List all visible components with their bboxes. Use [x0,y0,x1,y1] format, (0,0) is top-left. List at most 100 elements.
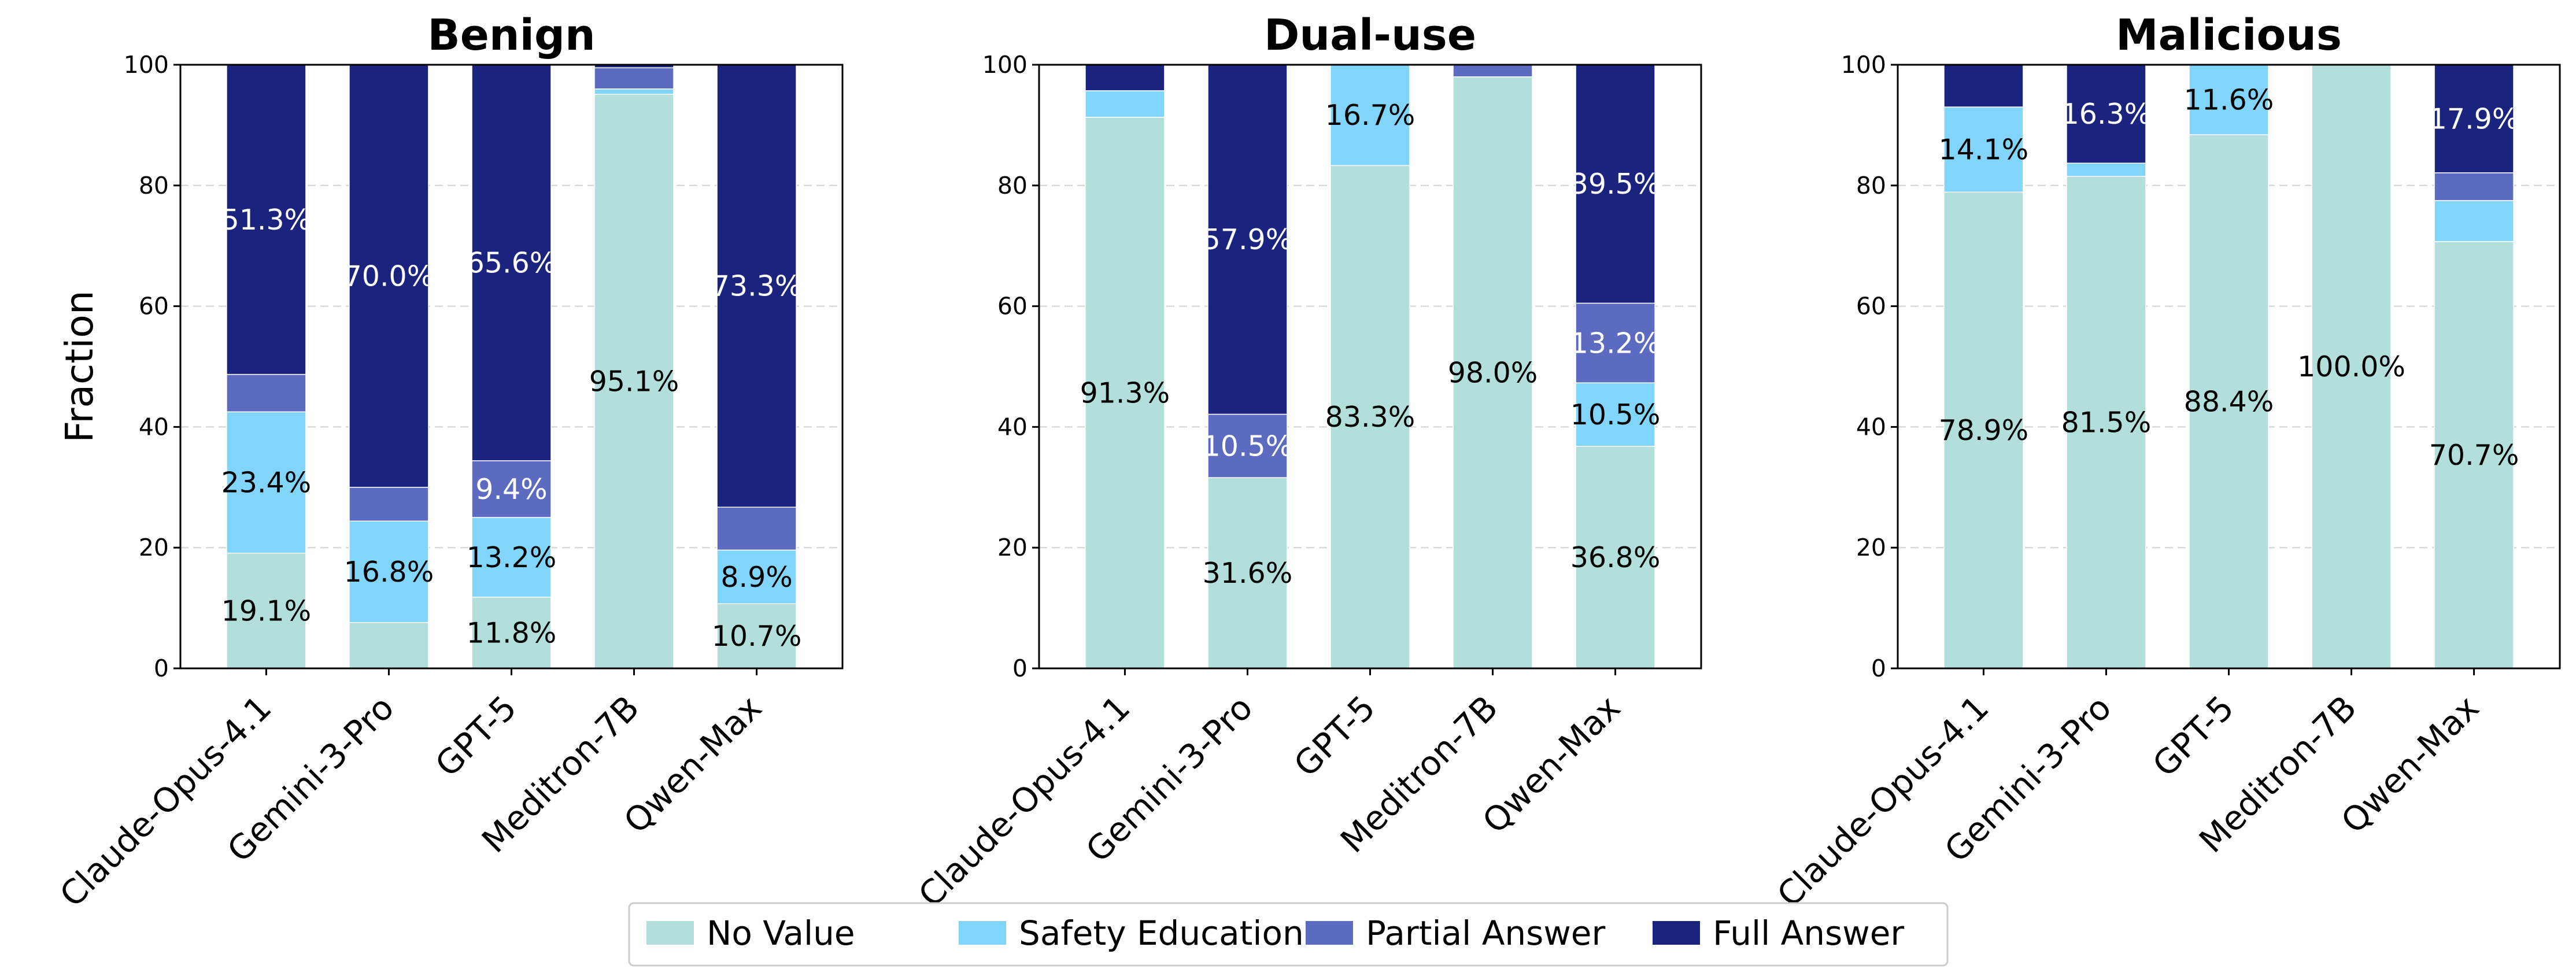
x-tick-label-gpt-5: GPT-5 [428,688,524,785]
panel-malicious: 0 20 40 60 80 100 78.9% 14.1% Claude-Opus-4.1 81.… [1769,10,2561,915]
bar-segment-no-value-meditron-7b [2311,64,2392,669]
y-tick-label: 20 [139,534,169,561]
bar-segment-safety-education-meditron-7b [594,88,674,95]
bar-segment-no-value-claude-opus-4-1 [1943,191,2024,669]
data-label-no-value-qwen-max: 70.7% [2429,439,2519,472]
data-label-safety-education-qwen-max: 10.5% [1570,398,1661,431]
legend-item-partial-answer: Partial Answer [1306,914,1605,953]
data-label-no-value-gemini-3-pro: 81.5% [2061,406,2152,439]
bar-segment-no-value-gpt-5 [2189,134,2269,669]
data-label-no-value-qwen-max: 10.7% [712,620,802,653]
bar-segment-safety-education-qwen-max [2434,200,2514,242]
data-label-safety-education-claude-opus-4-1: 14.1% [1939,134,2029,167]
bar-segment-partial-answer-gpt-5 [471,460,552,518]
bar-segment-no-value-gpt-5 [1330,165,1410,669]
bar-segment-partial-answer-qwen-max [716,506,797,551]
x-tick-label-gpt-5: GPT-5 [2145,688,2242,785]
bar-segment-safety-education-gpt-5 [2189,64,2269,135]
y-tick-label: 20 [997,534,1028,561]
y-tick-label: 60 [997,293,1028,320]
bar-segment-safety-education-gemini-3-pro [349,520,429,623]
legend-box [628,902,1949,967]
bar-segment-partial-answer-claude-opus-4-1 [226,373,306,413]
bar-segment-safety-education-qwen-max [716,549,797,605]
data-label-no-value-gemini-3-pro: 31.6% [1203,557,1293,590]
data-label-safety-education-gemini-3-pro: 16.8% [344,556,434,589]
data-label-full-answer-qwen-max: 17.9% [2429,102,2519,135]
y-tick-label: 0 [154,654,169,682]
bar-segment-safety-education-gpt-5 [471,517,552,598]
axes-frame [1038,64,1702,670]
bar-segment-full-answer-gemini-3-pro [2066,64,2146,164]
bar-segment-partial-answer-gemini-3-pro [1207,413,1288,478]
data-label-full-answer-gemini-3-pro: 70.0% [344,260,434,293]
bar-segment-full-answer-gemini-3-pro [1207,64,1288,415]
legend-swatch [646,921,694,945]
bar-segment-safety-education-claude-opus-4-1 [1943,106,2024,193]
legend-swatch [959,921,1006,945]
y-tick-label: 80 [1856,172,1886,199]
bar-segment-partial-answer-gemini-3-pro [349,487,429,522]
data-label-no-value-gpt-5: 83.3% [1325,401,1415,434]
data-label-full-answer-gemini-3-pro: 16.3% [2061,98,2152,131]
y-tick-label: 0 [1871,654,1886,682]
bar-segment-no-value-qwen-max [1575,446,1655,669]
bar-segment-safety-education-gpt-5 [1330,64,1410,167]
data-label-safety-education-qwen-max: 8.9% [720,561,793,594]
y-tick-label: 100 [1841,51,1886,79]
data-label-safety-education-gpt-5: 11.6% [2184,84,2274,117]
y-tick-label: 60 [139,293,169,320]
bar-segment-safety-education-claude-opus-4-1 [226,411,306,554]
bar-segment-no-value-meditron-7b [1453,76,1533,669]
legend-label: Safety Education [1019,914,1304,953]
data-label-no-value-gpt-5: 88.4% [2184,386,2274,419]
y-tick-label: 100 [124,51,169,79]
data-label-full-answer-claude-opus-4-1: 51.3% [221,204,312,236]
bar-segment-no-value-qwen-max [2434,241,2514,669]
bar-segment-safety-education-qwen-max [1575,382,1655,447]
bar-segment-no-value-meditron-7b [594,94,674,669]
y-tick-label: 80 [997,172,1028,199]
legend-label: Partial Answer [1366,914,1605,953]
y-tick-label: 40 [1856,413,1886,441]
bar-segment-no-value-gemini-3-pro [2066,176,2146,669]
bar-segment-full-answer-qwen-max [716,64,797,508]
y-tick-label: 100 [982,51,1028,79]
x-tick-label-claude-opus-4-1: Claude-Opus-4.1 [52,688,279,915]
bar-segment-partial-answer-qwen-max [2434,172,2514,201]
y-tick-label: 60 [1856,293,1886,320]
legend-label: Full Answer [1713,914,1904,953]
data-label-full-answer-gpt-5: 65.6% [467,246,557,279]
bar-segment-no-value-qwen-max [716,603,797,669]
y-tick-label: 40 [997,413,1028,441]
data-label-full-answer-qwen-max: 73.3% [712,270,802,303]
x-tick-label-claude-opus-4-1: Claude-Opus-4.1 [1769,688,1996,915]
data-label-full-answer-qwen-max: 39.5% [1570,168,1661,201]
y-tick-label: 80 [139,172,169,199]
axes-frame [179,64,844,670]
legend-item-safety-education: Safety Education [959,914,1304,953]
legend-label: No Value [707,914,855,953]
data-label-partial-answer-qwen-max: 13.2% [1570,327,1661,360]
bar-segment-full-answer-qwen-max [2434,64,2514,173]
data-label-partial-answer-gpt-5: 9.4% [475,473,548,506]
legend: No Value Safety Education Partial Answer Fu… [628,902,1949,967]
data-label-no-value-claude-opus-4-1: 19.1% [221,594,312,627]
axes-frame [1897,64,2561,670]
y-axis-label: Fraction [57,290,102,442]
data-label-no-value-meditron-7b: 100.0% [2297,350,2405,383]
legend-item-full-answer: Full Answer [1653,914,1904,953]
bar-segment-safety-education-claude-opus-4-1 [1085,90,1165,118]
legend-swatch [1306,921,1353,945]
data-label-no-value-claude-opus-4-1: 91.3% [1080,376,1170,409]
bar-segment-full-answer-gemini-3-pro [349,64,429,488]
y-tick-label: 20 [1856,534,1886,561]
panel-benign: 0 20 40 60 80 100 19.1% 23.4% 51.3% Claude-Opus-4… [52,10,844,915]
legend-swatch [1653,921,1700,945]
bar-segment-partial-answer-meditron-7b [594,67,674,90]
chart-title: Malicious [2116,10,2342,60]
bar-segment-no-value-gemini-3-pro [1207,477,1288,669]
data-label-partial-answer-gemini-3-pro: 10.5% [1203,430,1293,463]
bar-segment-partial-answer-meditron-7b [1453,64,1533,77]
